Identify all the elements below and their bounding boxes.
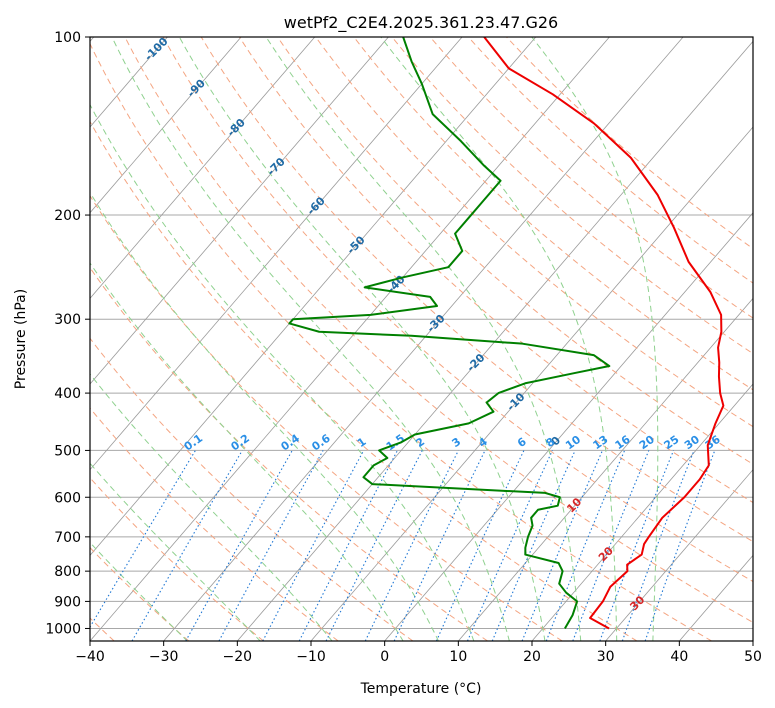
dry-adiabat-line [124,37,753,623]
moist-adiabat-line [265,37,582,641]
moist-adiabat-line [90,462,261,641]
moist-adiabat-line [90,262,404,641]
moist-adiabat-line [111,37,510,641]
mixing-ratio-line [185,450,293,641]
dry-adiabat-lines [90,37,753,641]
dry-adiabat-line [90,42,712,641]
x-axis-ticks: −40 −30 −20 −10 0 10 20 30 40 50 [75,641,762,665]
y-axis-ticks: 100 200 300 400 500 600 700 800 900 1000 [45,30,90,637]
plot-content: -100-90-80-70-60-50-40-30-20-100 0.1 0.2 0… [90,37,753,641]
y-tick-label: 400 [54,386,81,402]
x-axis-label: Temperature (°C) [360,681,482,697]
isotherm-line [531,383,753,641]
y-axis-label: Pressure (hPa) [13,289,29,389]
mixing-ratio-line [131,450,243,641]
isobar-lines [90,37,753,629]
dry-adiabat-line [90,477,264,641]
x-tick-label: −30 [149,649,179,665]
dry-adiabat-line [90,120,638,641]
mixing-ratio-line [644,450,716,641]
isotherm-lines [90,37,753,641]
y-tick-label: 300 [54,312,81,328]
mixing-ratio-line [393,450,486,641]
y-tick-label: 700 [54,530,81,546]
plot-area [90,37,753,641]
plot-frame [89,36,754,642]
mixing-ratio-line [364,450,459,641]
x-tick-label: 10 [449,649,467,665]
x-tick-label: 40 [670,649,688,665]
isotherm-line [90,37,537,556]
isotherm-line [237,40,753,641]
y-tick-label: 200 [54,208,81,224]
dry-adiabat-line [429,37,753,319]
mixing-ratio-line [218,450,324,641]
sounding-series [288,37,725,630]
isotherm-line [90,37,463,471]
isotherm-line [458,297,753,641]
y-tick-label: 800 [54,564,81,580]
x-tick-label: −20 [223,649,253,665]
dewpoint-line [288,37,611,629]
chart-title: wetPf2_C2E4.2025.361.23.47.G26 [284,13,558,33]
mixing-ratio-line [521,450,603,641]
x-tick-label: −40 [75,649,105,665]
moist-adiabat-line [90,191,440,641]
mixing-ratio-lines [90,450,716,641]
moist-adiabat-line [90,103,475,641]
y-tick-label: 500 [54,443,81,459]
moist-adiabat-line [178,37,546,641]
y-tick-label: 600 [54,490,81,506]
mixing-ratio-line [621,450,695,641]
x-tick-label: 50 [744,649,762,665]
isotherm-line [605,469,753,641]
moist-adiabat-lines [90,37,659,641]
dry-adiabat-line [391,37,753,355]
isotherm-line [90,37,242,214]
dry-adiabat-line [277,37,753,465]
moist-adiabat-line [531,37,659,641]
temperature-line [483,37,725,630]
x-tick-label: 30 [597,649,615,665]
isotherm-line [90,37,316,299]
dry-adiabat-line [162,37,753,583]
moist-adiabat-line [90,373,333,641]
y-tick-label: 1000 [45,621,81,637]
x-tick-label: 0 [380,649,389,665]
dry-adiabat-line [90,194,563,641]
mixing-ratio-line [435,450,525,641]
y-tick-label: 100 [54,30,81,46]
x-tick-label: 20 [523,649,541,665]
mixing-ratio-line [90,450,196,629]
mixing-ratio-line [491,450,576,641]
x-tick-label: −10 [296,649,326,665]
y-tick-label: 900 [54,594,81,610]
isotherm-line [163,37,684,641]
isotherm-line [384,212,753,641]
isotherm-line [90,37,389,385]
dry-adiabat-line [506,37,753,250]
dry-adiabat-line [353,37,753,391]
isotherm-line [310,126,753,641]
isotherm-line [90,37,610,641]
